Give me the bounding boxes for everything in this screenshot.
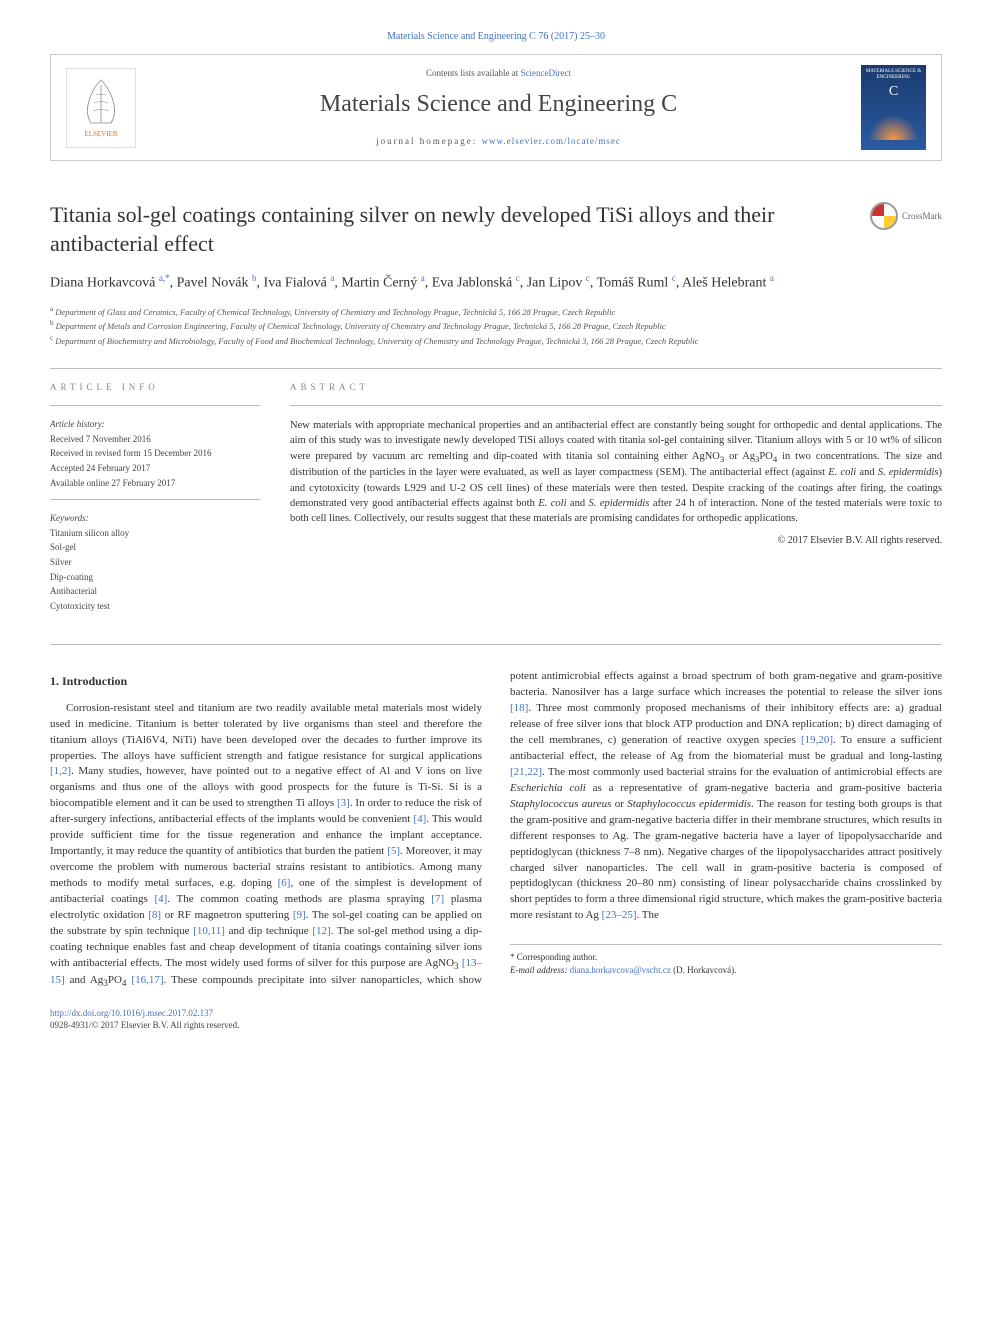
issn-copyright: 0928-4931/© 2017 Elsevier B.V. All right…	[50, 1019, 942, 1032]
keyword-item: Titanium silicon alloy	[50, 527, 260, 540]
body-text: 1. Introduction Corrosion-resistant stee…	[50, 669, 942, 990]
crossmark-label: CrossMark	[902, 210, 942, 223]
history-accepted: Accepted 24 February 2017	[50, 462, 260, 475]
affiliations: a Department of Glass and Ceramics, Facu…	[50, 304, 942, 348]
elsevier-label: ELSEVIER	[84, 130, 117, 140]
sciencedirect-link[interactable]: ScienceDirect	[521, 68, 571, 78]
divider	[50, 368, 942, 369]
email-label: E-mail address:	[510, 965, 570, 975]
journal-reference: Materials Science and Engineering C 76 (…	[50, 30, 942, 44]
divider	[290, 405, 942, 406]
affiliation-c: c Department of Biochemistry and Microbi…	[50, 333, 942, 348]
keywords-label: Keywords:	[50, 512, 260, 525]
corresponding-author: * Corresponding author.	[510, 951, 942, 964]
footnote-block: * Corresponding author. E-mail address: …	[510, 944, 942, 977]
history-revised: Received in revised form 15 December 201…	[50, 447, 260, 460]
email-suffix: (D. Horkavcová).	[671, 965, 736, 975]
affiliation-b: b Department of Metals and Corrosion Eng…	[50, 318, 942, 333]
abstract-block: abstract New materials with appropriate …	[290, 381, 942, 615]
page-footer: http://dx.doi.org/10.1016/j.msec.2017.02…	[50, 1007, 942, 1032]
homepage-prefix: journal homepage:	[376, 136, 481, 146]
history-received: Received 7 November 2016	[50, 433, 260, 446]
divider	[50, 405, 260, 406]
abstract-text: New materials with appropriate mechanica…	[290, 418, 942, 526]
keyword-item: Dip-coating	[50, 571, 260, 584]
history-label: Article history:	[50, 418, 260, 431]
keyword-item: Cytotoxicity test	[50, 600, 260, 613]
contents-available-line: Contents lists available at ScienceDirec…	[136, 67, 861, 80]
cover-title: MATERIALS SCIENCE & ENGINEERING	[865, 69, 922, 80]
divider	[50, 499, 260, 500]
cover-letter: C	[865, 82, 922, 102]
authors-list: Diana Horkavcová a,*, Pavel Novák b, Iva…	[50, 272, 942, 294]
elsevier-logo: ELSEVIER	[66, 68, 136, 148]
abstract-heading: abstract	[290, 381, 942, 394]
affiliation-a: a Department of Glass and Ceramics, Facu…	[50, 304, 942, 319]
history-online: Available online 27 February 2017	[50, 477, 260, 490]
journal-homepage-link[interactable]: www.elsevier.com/locate/msec	[482, 136, 621, 146]
intro-paragraph: Corrosion-resistant steel and titanium a…	[50, 669, 942, 990]
journal-header: ELSEVIER Contents lists available at Sci…	[50, 54, 942, 161]
doi-link[interactable]: http://dx.doi.org/10.1016/j.msec.2017.02…	[50, 1008, 213, 1018]
divider	[50, 644, 942, 645]
article-info-heading: article info	[50, 381, 260, 394]
journal-name: Materials Science and Engineering C	[136, 88, 861, 122]
section-heading-intro: 1. Introduction	[50, 673, 482, 690]
keyword-item: Silver	[50, 556, 260, 569]
crossmark-badge[interactable]: CrossMark	[870, 202, 942, 230]
keyword-item: Sol-gel	[50, 541, 260, 554]
article-title: Titania sol-gel coatings containing silv…	[50, 201, 942, 258]
corresponding-email-line: E-mail address: diana.horkavcova@vscht.c…	[510, 964, 942, 977]
journal-cover-thumbnail: MATERIALS SCIENCE & ENGINEERING C	[861, 65, 926, 150]
keyword-item: Antibacterial	[50, 585, 260, 598]
journal-homepage-line: journal homepage: www.elsevier.com/locat…	[136, 135, 861, 148]
corresponding-email-link[interactable]: diana.horkavcova@vscht.cz	[570, 965, 671, 975]
cover-graphic	[865, 110, 922, 140]
abstract-copyright: © 2017 Elsevier B.V. All rights reserved…	[290, 534, 942, 548]
elsevier-tree-icon	[76, 75, 126, 130]
article-info-block: article info Article history: Received 7…	[50, 381, 260, 615]
crossmark-icon	[870, 202, 898, 230]
contents-prefix: Contents lists available at	[426, 68, 520, 78]
